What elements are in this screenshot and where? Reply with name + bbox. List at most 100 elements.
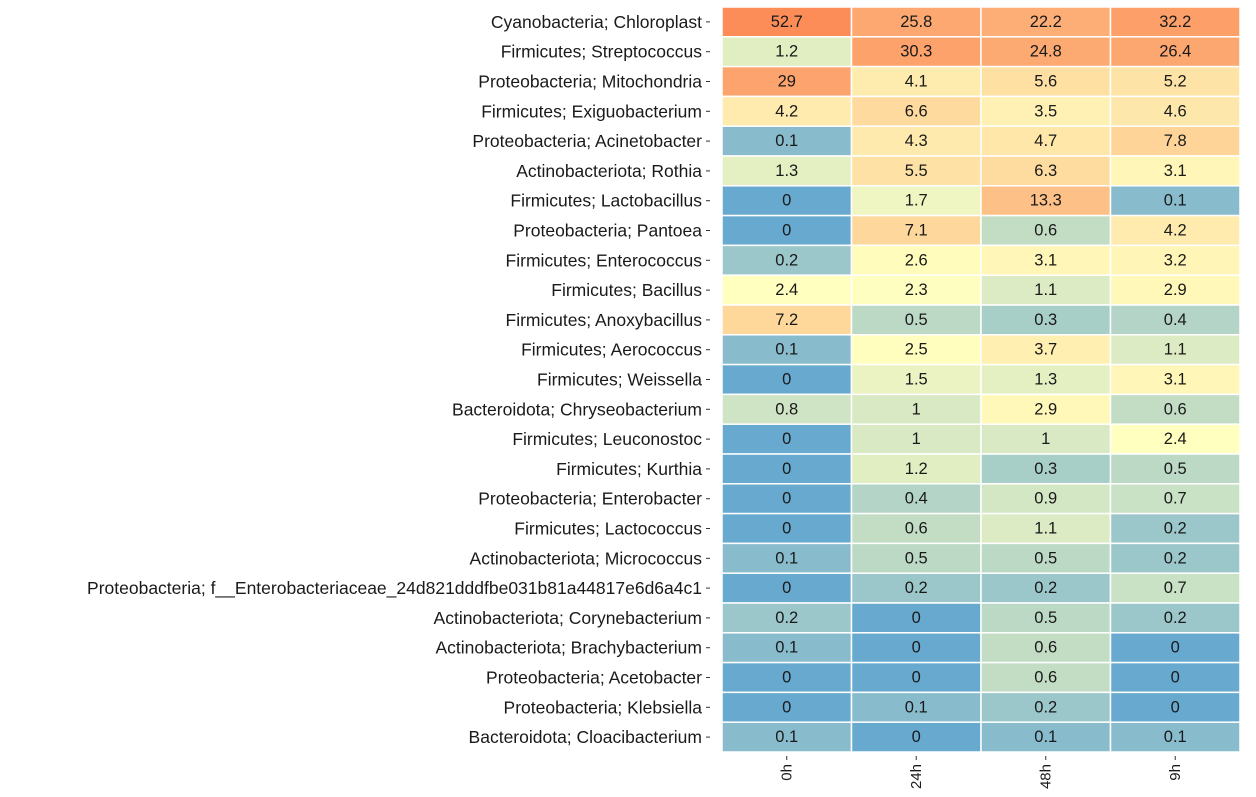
cell-value-label: 0.1	[775, 728, 798, 746]
row-label: Firmicutes; Streptococcus	[501, 42, 703, 62]
cell-value-label: 0	[782, 490, 791, 508]
cell-value-label: 1	[1041, 430, 1050, 448]
cell-value-label: 5.6	[1034, 73, 1057, 91]
cell-value-label: 1.1	[1164, 341, 1187, 359]
cell-value-label: 0	[782, 579, 791, 597]
heatmap-cell	[1109, 244, 1241, 276]
row-label: Proteobacteria; Pantoea	[513, 221, 702, 241]
heatmap-row: Firmicutes; Bacillus 2.4 2.3 1.1 2.9	[551, 274, 1241, 306]
heatmap-row: Firmicutes; Anoxybacillus 7.2 0.5 0.3 0.4	[506, 304, 1241, 336]
heatmap-cell	[721, 512, 853, 545]
row-label: Bacteroidota; Chryseobacterium	[452, 399, 702, 419]
heatmap-cell	[1109, 602, 1241, 634]
heatmap-cell	[850, 6, 982, 38]
cell-value-label: 1.7	[905, 192, 928, 210]
cell-value-label: 24.8	[1030, 43, 1062, 61]
cell-value-label: 26.4	[1159, 43, 1191, 61]
heatmap-row: Proteobacteria; Acetobacter 0 0 0.6 0	[486, 661, 1241, 694]
cell-value-label: 0	[782, 520, 791, 538]
heatmap-cell	[980, 602, 1112, 634]
heatmap-cell	[980, 363, 1112, 396]
cell-value-label: 1.2	[775, 43, 798, 61]
row-label: Firmicutes; Anoxybacillus	[506, 310, 703, 330]
heatmap-row: Firmicutes; Aerococcus 0.1 2.5 3.7 1.1	[521, 334, 1241, 366]
heatmap-cell	[1109, 393, 1241, 425]
heatmap-columns: 0h 24h 48h 9h	[778, 756, 1184, 789]
column-label: 24h	[908, 764, 925, 789]
cell-value-label: 6.6	[905, 102, 928, 120]
cell-value-label: 5.2	[1164, 73, 1187, 91]
cell-value-label: 3.2	[1164, 251, 1187, 269]
heatmap-cell	[721, 65, 853, 98]
cell-value-label: 2.5	[905, 341, 928, 359]
heatmap-cell	[1109, 214, 1241, 247]
column-axis-item: 48h	[1037, 756, 1054, 789]
cell-value-label: 6.3	[1034, 162, 1057, 180]
cell-value-label: 4.3	[905, 132, 928, 150]
cell-value-label: 1.1	[1034, 281, 1057, 299]
cell-value-label: 0.4	[905, 490, 928, 508]
cell-value-label: 1	[912, 400, 921, 418]
cell-value-label: 0	[782, 222, 791, 240]
cell-value-label: 3.1	[1164, 371, 1187, 389]
heatmap-cell	[1109, 65, 1241, 98]
heatmap-cell	[850, 363, 982, 396]
heatmap-cell	[721, 602, 853, 634]
column-label: 48h	[1037, 764, 1054, 789]
heatmap-cell	[1109, 691, 1241, 723]
heatmap-cell	[721, 304, 853, 336]
heatmap-cell	[1109, 542, 1241, 574]
heatmap-row: Proteobacteria; Acinetobacter 0.1 4.3 4.7 7.…	[472, 125, 1241, 157]
heatmap-cell	[1109, 572, 1241, 604]
cell-value-label: 32.2	[1159, 13, 1191, 31]
heatmap-row: Firmicutes; Enterococcus 0.2 2.6 3.1 3.2	[506, 244, 1241, 276]
cell-value-label: 0.1	[775, 549, 798, 567]
cell-value-label: 0.6	[1034, 669, 1057, 687]
cell-value-label: 0	[912, 728, 921, 746]
heatmap-cell	[980, 661, 1112, 694]
cell-value-label: 0.2	[1164, 520, 1187, 538]
cell-value-label: 1.5	[905, 371, 928, 389]
cell-value-label: 0	[782, 430, 791, 448]
column-axis-item: 9h	[1167, 756, 1184, 781]
heatmap-row: Cyanobacteria; Chloroplast 52.7 25.8 22.2 32…	[491, 6, 1241, 38]
heatmap-row: Bacteroidota; Cloacibacterium 0.1 0 0.1 0.1	[469, 721, 1241, 753]
heatmap-cell	[721, 721, 853, 753]
cell-value-label: 0.2	[1164, 609, 1187, 627]
heatmap-cell	[721, 542, 853, 574]
cell-value-label: 0	[1171, 639, 1180, 657]
heatmap-cell	[721, 453, 853, 485]
cell-value-label: 0.8	[775, 400, 798, 418]
cell-value-label: 0.1	[775, 132, 798, 150]
cell-value-label: 0.5	[905, 311, 928, 329]
cell-value-label: 0	[782, 371, 791, 389]
row-label: Firmicutes; Lactobacillus	[510, 191, 702, 211]
row-label: Proteobacteria; Acinetobacter	[472, 131, 702, 151]
cell-value-label: 0.6	[1164, 400, 1187, 418]
cell-value-label: 5.5	[905, 162, 928, 180]
cell-value-label: 2.4	[1164, 430, 1187, 448]
heatmap-row: Actinobacteriota; Micrococcus 0.1 0.5 0.5 0.…	[470, 542, 1241, 574]
heatmap-cell	[850, 423, 982, 455]
cell-value-label: 7.8	[1164, 132, 1187, 150]
heatmap-row: Actinobacteriota; Brachybacterium 0.1 0 0.6…	[435, 632, 1241, 664]
cell-value-label: 0.5	[1034, 549, 1057, 567]
heatmap-cell	[850, 274, 982, 306]
heatmap-cell	[980, 125, 1112, 157]
cell-value-label: 0	[782, 192, 791, 210]
cell-value-label: 0.2	[1034, 698, 1057, 716]
column-axis-item: 0h	[778, 756, 795, 781]
row-label: Proteobacteria; Acetobacter	[486, 668, 702, 688]
row-label: Actinobacteriota; Corynebacterium	[434, 608, 702, 628]
cell-value-label: 0	[1171, 698, 1180, 716]
heatmap-cell	[850, 572, 982, 604]
heatmap-cell	[1109, 304, 1241, 336]
cell-value-label: 0.1	[775, 341, 798, 359]
cell-value-label: 1	[912, 430, 921, 448]
row-label: Firmicutes; Bacillus	[551, 280, 702, 300]
heatmap-cell	[850, 95, 982, 127]
cell-value-label: 0.3	[1034, 311, 1057, 329]
heatmap-cell	[980, 155, 1112, 187]
row-label: Cyanobacteria; Chloroplast	[491, 12, 702, 32]
